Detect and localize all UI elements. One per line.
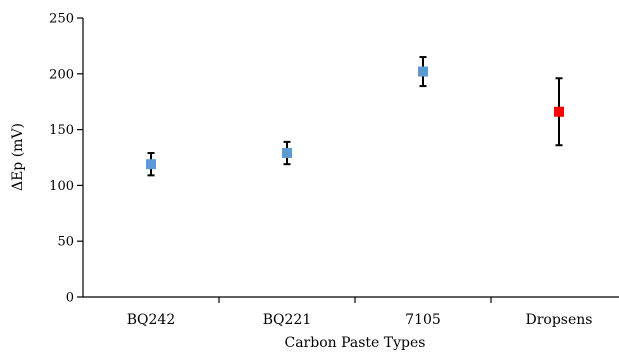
y-tick-label: 0 bbox=[66, 291, 74, 306]
data-point bbox=[282, 148, 292, 159]
axes bbox=[82, 18, 619, 298]
data-point bbox=[554, 106, 564, 117]
ticks: 0 50 100 150 200 250 BQ242 BQ221 7105 Dropsens bbox=[49, 12, 592, 329]
x-tick-label: BQ242 bbox=[127, 312, 176, 328]
data-marks bbox=[146, 56, 564, 177]
x-axis-title: Carbon Paste Types bbox=[285, 335, 426, 351]
y-tick-label: 100 bbox=[49, 179, 74, 194]
y-tick-label: 200 bbox=[49, 67, 74, 82]
y-axis-title: ΔEp (mV) bbox=[10, 123, 26, 191]
y-tick-label: 250 bbox=[49, 12, 74, 27]
x-tick-label: 7105 bbox=[405, 312, 441, 328]
data-point bbox=[418, 66, 428, 77]
y-tick-label: 150 bbox=[49, 123, 74, 138]
data-point bbox=[146, 159, 156, 170]
y-tick-label: 50 bbox=[57, 235, 74, 250]
x-tick-label: BQ221 bbox=[263, 312, 312, 328]
x-tick-label: Dropsens bbox=[526, 312, 593, 328]
